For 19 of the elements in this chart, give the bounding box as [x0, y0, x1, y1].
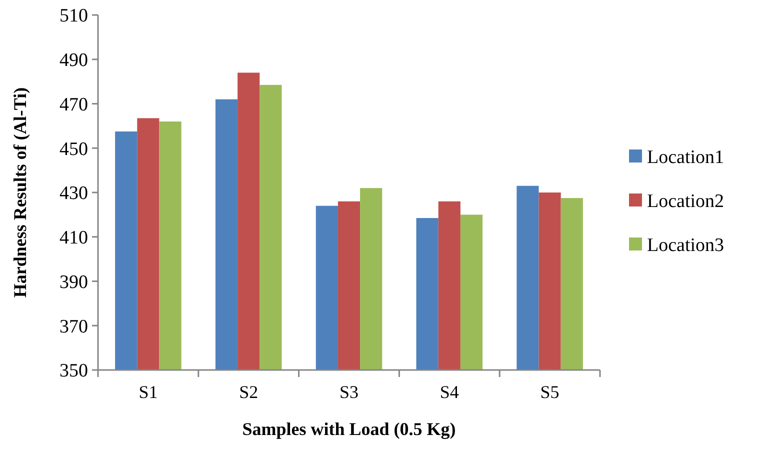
y-tick-label: 350 [60, 360, 88, 382]
legend-label: Location1 [647, 147, 724, 168]
x-tick-label: S3 [339, 382, 359, 402]
y-tick-label: 490 [60, 50, 88, 72]
legend-label: Location3 [647, 235, 724, 256]
y-tick-label: 430 [60, 183, 88, 204]
y-tick-label: 450 [60, 138, 88, 160]
y-axis-title: Hardness Results of (Al-Ti) [10, 87, 30, 298]
x-tick-label: S1 [138, 382, 158, 402]
x-tick-label: S4 [440, 382, 459, 402]
x-tick-label: S5 [540, 382, 560, 402]
x-axis-title: Samples with Load (0.5 Kg) [242, 419, 456, 439]
x-tick-label: S2 [239, 382, 258, 402]
y-tick-label: 470 [60, 94, 88, 116]
y-tick-label: 510 [60, 6, 88, 27]
y-tick-label: 410 [60, 228, 88, 249]
y-tick-label: 370 [60, 316, 88, 338]
legend-label: Location2 [647, 191, 724, 212]
y-tick-label: 390 [60, 272, 88, 293]
